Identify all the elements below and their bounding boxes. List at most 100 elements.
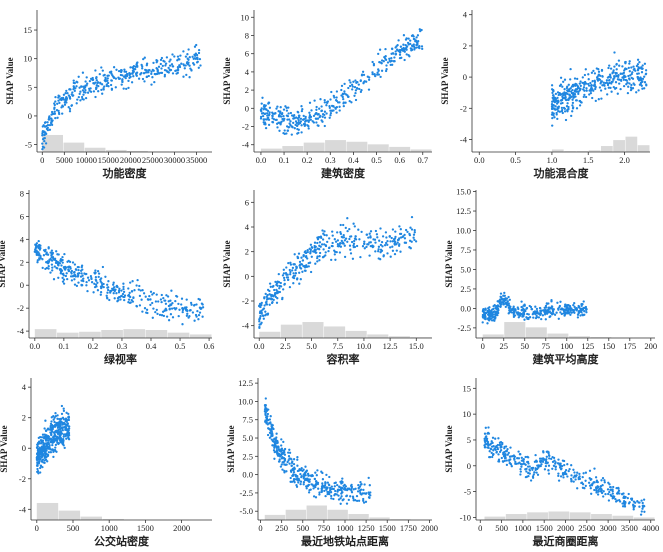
scatter-point bbox=[43, 459, 46, 462]
scatter-point bbox=[270, 426, 274, 429]
scatter-point bbox=[528, 468, 531, 471]
scatter-point bbox=[384, 69, 388, 73]
scatter-point bbox=[50, 259, 54, 262]
scatter-point bbox=[634, 69, 637, 72]
scatter-point bbox=[379, 75, 382, 79]
scatter-point bbox=[355, 244, 359, 248]
y-axis-label: SHAP Value bbox=[226, 425, 236, 472]
scatter-point bbox=[583, 73, 587, 77]
scatter-point bbox=[503, 459, 506, 463]
scatter-point bbox=[636, 63, 640, 66]
y-tick-label: 7.5 bbox=[460, 245, 471, 255]
scatter-point bbox=[201, 303, 204, 306]
scatter-point bbox=[367, 78, 371, 81]
y-tick-label: 15 bbox=[463, 383, 472, 393]
scatter-point bbox=[324, 254, 327, 257]
x-tick-label: 75 bbox=[542, 341, 551, 351]
scatter-point bbox=[593, 481, 596, 484]
scatter-point bbox=[518, 461, 521, 464]
scatter-point bbox=[182, 75, 185, 78]
scatter-point bbox=[395, 249, 398, 252]
scatter-point bbox=[361, 245, 365, 248]
scatter-point bbox=[507, 295, 510, 299]
scatter-point bbox=[285, 109, 289, 112]
scatter-point bbox=[297, 121, 300, 124]
scatter-point bbox=[290, 480, 294, 483]
scatter-point bbox=[177, 314, 180, 318]
hist-bar bbox=[36, 502, 59, 520]
scatter-point bbox=[278, 114, 281, 117]
scatter-point bbox=[497, 305, 500, 308]
scatter-point bbox=[186, 63, 190, 66]
x-tick-label: 10000 bbox=[76, 155, 97, 165]
scatter-point bbox=[319, 114, 322, 118]
scatter-point bbox=[114, 77, 118, 80]
scatter-point bbox=[627, 492, 630, 496]
scatter-point bbox=[110, 88, 114, 91]
scatter-point bbox=[350, 240, 354, 244]
scatter-point bbox=[358, 87, 361, 91]
scatter-point bbox=[279, 106, 282, 109]
scatter-point bbox=[94, 275, 98, 279]
scatter-point bbox=[419, 29, 422, 33]
scatter-point bbox=[268, 436, 272, 439]
scatter-point bbox=[621, 505, 625, 508]
y-tick-label: 10 bbox=[463, 409, 472, 419]
x-tick-label: 0.1 bbox=[59, 341, 70, 351]
scatter-point bbox=[628, 62, 631, 65]
scatter-point bbox=[42, 445, 45, 449]
scatter-point bbox=[84, 96, 88, 100]
scatter-point bbox=[369, 230, 373, 233]
scatter-point bbox=[500, 296, 503, 299]
scatter-point bbox=[573, 77, 577, 80]
scatter-point bbox=[50, 426, 53, 430]
scatter-point bbox=[583, 313, 586, 316]
x-tick-label: 0.5 bbox=[175, 341, 186, 351]
scatter-point bbox=[296, 455, 299, 459]
scatter-point bbox=[271, 439, 275, 443]
scatter-point bbox=[505, 463, 509, 467]
y-tick-label: 4 bbox=[20, 234, 25, 244]
scatter-point bbox=[340, 492, 343, 495]
scatter-point bbox=[336, 242, 340, 246]
hist-bar bbox=[346, 141, 368, 152]
scatter-point bbox=[393, 252, 397, 256]
scatter-point bbox=[275, 107, 278, 110]
scatter-point bbox=[61, 255, 64, 259]
scatter-point bbox=[164, 302, 168, 305]
scatter-point bbox=[600, 488, 603, 492]
scatter-point bbox=[135, 63, 138, 66]
scatter-point bbox=[145, 75, 149, 78]
scatter-point bbox=[548, 310, 551, 313]
scatter-point bbox=[122, 285, 125, 289]
scatter-point bbox=[358, 489, 362, 492]
scatter-point bbox=[188, 76, 191, 79]
scatter-point bbox=[68, 88, 71, 91]
hist-bar bbox=[564, 151, 576, 152]
scatter-point bbox=[312, 484, 315, 488]
scatter-point bbox=[630, 72, 633, 76]
scatter-point bbox=[194, 52, 198, 55]
scatter-point bbox=[125, 87, 128, 91]
scatter-point bbox=[576, 313, 580, 316]
scatter-point bbox=[342, 236, 346, 239]
y-axis-label: SHAP Value bbox=[5, 57, 15, 104]
scatter-point bbox=[553, 108, 556, 111]
x-axis-label: 功能密度 bbox=[103, 166, 148, 180]
scatter-point bbox=[349, 252, 353, 255]
scatter-point bbox=[584, 471, 588, 474]
scatter-point bbox=[35, 249, 38, 252]
scatter-point bbox=[324, 494, 327, 498]
scatter-point bbox=[65, 272, 68, 275]
scatter-point bbox=[122, 290, 126, 294]
scatter-point bbox=[597, 68, 600, 71]
scatter-point bbox=[544, 318, 547, 321]
scatter-point bbox=[328, 106, 331, 110]
scatter-point bbox=[276, 290, 279, 293]
scatter-point bbox=[390, 57, 393, 60]
scatter-point bbox=[292, 478, 296, 481]
scatter-point bbox=[412, 37, 416, 41]
scatter-point bbox=[563, 88, 566, 91]
scatter-point bbox=[534, 453, 537, 457]
scatter-point bbox=[295, 266, 298, 269]
